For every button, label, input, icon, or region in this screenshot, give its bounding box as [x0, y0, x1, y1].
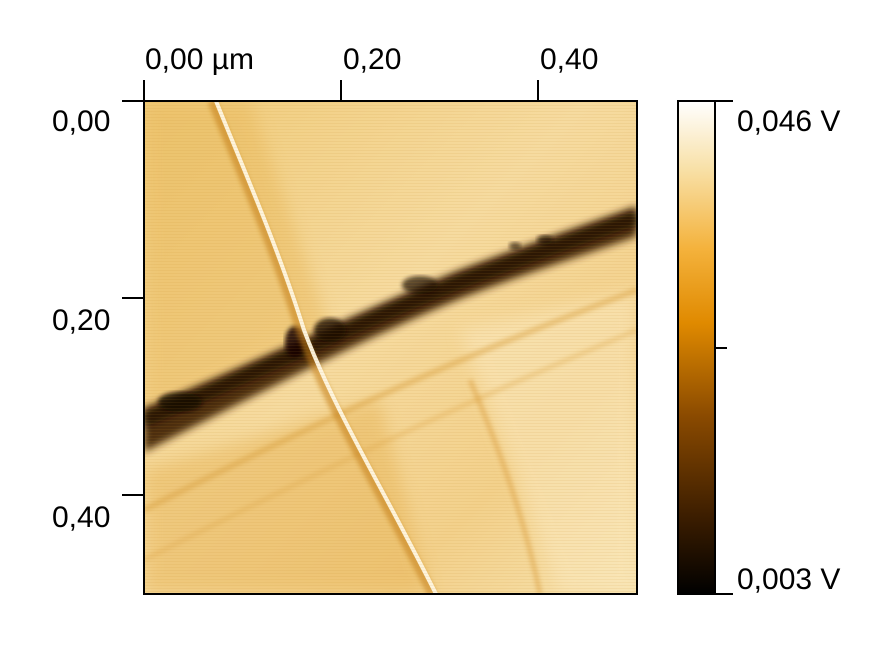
colorbar-gradient [677, 100, 716, 595]
x-tick-label: 0,40 [540, 43, 598, 76]
afm-scan-image [144, 101, 637, 594]
y-axis: 0,00 0,20 0,40 [52, 100, 144, 534]
x-tick-label: 0,20 [343, 43, 401, 76]
x-tick-label: 0,00 µm [145, 43, 254, 76]
colorbar-max-label: 0,046 V [737, 105, 840, 138]
image-frame [143, 100, 638, 595]
colorbar: 0,046 V 0,003 V [677, 100, 840, 596]
y-tick-label: 0,20 [52, 304, 110, 337]
y-tick-label: 0,00 [52, 105, 110, 138]
y-tick-label: 0,40 [52, 501, 110, 534]
colorbar-min-label: 0,003 V [737, 563, 840, 596]
x-axis: 0,00 µm 0,20 0,40 [143, 43, 598, 101]
